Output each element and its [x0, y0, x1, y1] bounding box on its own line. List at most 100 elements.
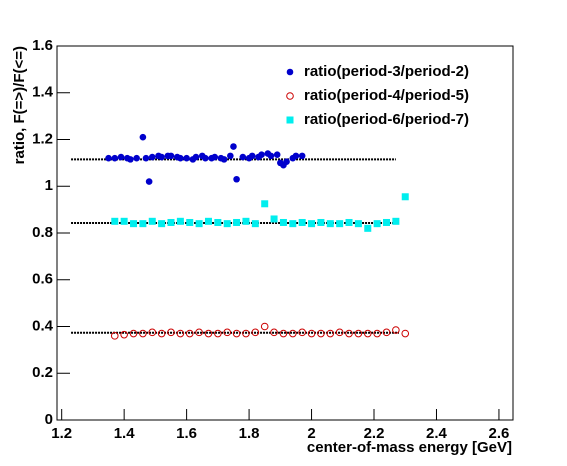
point: [129, 329, 138, 338]
point: [192, 153, 200, 161]
point: [204, 217, 212, 225]
point: [354, 329, 363, 338]
point: [273, 151, 281, 158]
point: [307, 329, 316, 338]
point: [130, 220, 138, 228]
y-axis-label: ratio, F(=>)/F(<=): [11, 46, 28, 164]
point: [176, 217, 184, 225]
point: [258, 151, 265, 158]
y-tick-label: 1: [45, 177, 53, 194]
y-tick-label: 1.2: [32, 130, 53, 147]
legend-marker: [286, 116, 294, 124]
x-tick-label: 1.2: [51, 425, 72, 442]
x-tick-label: 2.6: [489, 425, 510, 442]
point: [230, 143, 237, 150]
point: [261, 200, 269, 208]
legend-label: ratio(period-3/period-2): [304, 63, 469, 80]
point: [335, 328, 344, 337]
point: [251, 328, 260, 337]
point: [117, 153, 125, 161]
point: [167, 328, 175, 337]
point: [382, 328, 391, 337]
point: [317, 329, 325, 338]
point: [248, 152, 256, 160]
point: [373, 220, 381, 228]
x-tick-label: 1.4: [114, 425, 136, 442]
point: [167, 218, 175, 226]
point: [157, 329, 166, 338]
point: [270, 328, 278, 337]
point: [298, 328, 306, 337]
point: [279, 218, 287, 226]
point: [110, 332, 119, 340]
y-tick-label: 0.8: [32, 224, 53, 241]
point: [120, 217, 128, 225]
point: [111, 154, 119, 162]
x-tick-label: 2.2: [364, 425, 385, 442]
legend-marker: [286, 92, 294, 100]
point: [139, 329, 147, 338]
legend-label: ratio(period-6/period-7): [304, 111, 469, 128]
x-tick-label: 2: [307, 425, 315, 442]
point: [127, 156, 134, 163]
point: [392, 217, 400, 225]
point: [267, 152, 275, 160]
point: [185, 329, 194, 338]
point: [270, 215, 278, 223]
point: [145, 178, 153, 185]
point: [158, 220, 166, 228]
legend-label: ratio(period-4/period-5): [304, 87, 469, 104]
y-tick-label: 0: [45, 411, 53, 428]
x-tick-label: 2.4: [426, 425, 448, 442]
point: [260, 322, 269, 331]
point: [120, 330, 128, 339]
point: [292, 152, 300, 160]
point: [326, 329, 335, 338]
point: [317, 218, 325, 226]
point: [220, 156, 228, 163]
point: [195, 220, 203, 228]
x-tick-label: 1.6: [176, 425, 197, 442]
x-tick-label: 1.8: [239, 425, 260, 442]
point: [177, 154, 184, 162]
point: [289, 220, 297, 228]
point: [242, 329, 250, 338]
point: [148, 217, 156, 225]
point: [202, 154, 209, 162]
point: [176, 329, 185, 338]
point: [401, 193, 409, 201]
legend-marker: [286, 68, 294, 76]
point: [183, 154, 190, 162]
y-tick-label: 0.6: [32, 271, 53, 288]
point: [233, 175, 240, 183]
point: [345, 329, 353, 338]
point: [239, 153, 247, 161]
point: [364, 224, 372, 232]
y-tick-label: 1.6: [32, 37, 53, 54]
point: [242, 217, 250, 225]
point: [142, 154, 150, 162]
point: [223, 220, 231, 228]
point: [363, 329, 372, 338]
point: [298, 152, 306, 160]
point: [158, 153, 165, 161]
y-tick-label: 0.4: [32, 317, 54, 334]
point: [204, 329, 213, 338]
point: [401, 329, 410, 338]
point: [336, 220, 344, 228]
point: [133, 154, 140, 162]
point: [227, 152, 234, 160]
x-axis-label: center-of-mass energy [GeV]: [307, 439, 512, 456]
point: [105, 154, 112, 162]
point: [283, 158, 290, 166]
point: [214, 218, 222, 226]
point: [139, 220, 147, 228]
point: [373, 329, 381, 338]
point: [195, 328, 203, 337]
point: [308, 220, 316, 228]
point: [139, 133, 147, 141]
point: [214, 329, 222, 338]
point: [326, 220, 334, 228]
